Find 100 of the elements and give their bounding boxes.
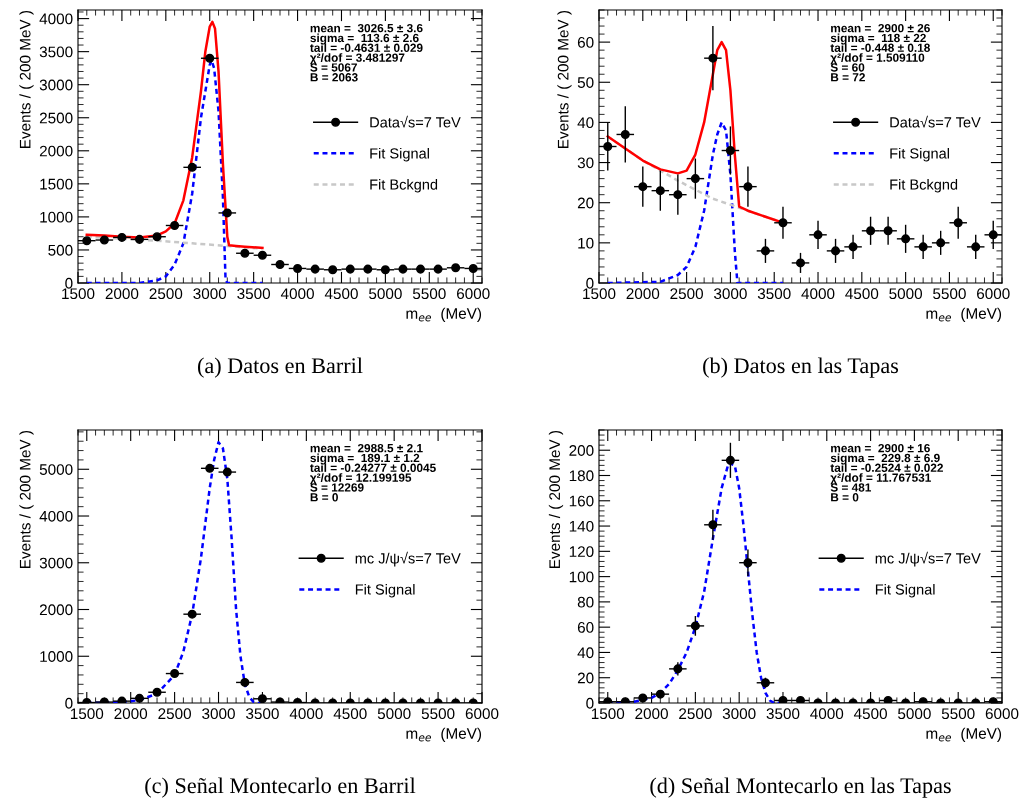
x-tick-label: 5500: [933, 288, 966, 300]
y-tick-label: 80: [577, 596, 594, 608]
x-tick-label: 4000: [801, 288, 835, 300]
annotation: mean = 2900 ± 26: [831, 23, 930, 33]
point: [795, 695, 806, 703]
y-tick-label: 0: [65, 277, 73, 289]
point: [82, 236, 92, 246]
point: [451, 263, 461, 273]
annotation: S = 60: [830, 63, 865, 72]
legend-label: Fit Signal: [355, 583, 415, 598]
point: [953, 218, 963, 228]
x-tick-label: 5000: [898, 708, 931, 720]
legend-label: Fit Signal: [875, 583, 935, 598]
x-tick-label: 5500: [421, 708, 455, 720]
point: [363, 264, 373, 274]
x-tick-label: 4000: [289, 708, 323, 720]
y-tick-label: 3000: [39, 557, 73, 569]
y-tick-label: 60: [577, 622, 594, 633]
point: [883, 695, 893, 703]
annotation: S = 481: [830, 483, 872, 492]
annotation: B = 0: [831, 493, 859, 502]
point: [310, 264, 320, 274]
annotation: B = 0: [310, 493, 338, 502]
point: [134, 693, 144, 703]
x-tick-label: 2500: [149, 288, 183, 300]
y-axis-title: Events / ( 200 MeV ): [19, 10, 34, 148]
x-tick-label: 2500: [158, 708, 192, 720]
x-tick-label: 3000: [714, 288, 747, 300]
legend-label: Fit Bckgnd: [370, 178, 438, 193]
point: [620, 129, 630, 139]
x-tick-label: 4500: [845, 288, 879, 300]
text: (a) Datos en Barril: [197, 357, 363, 378]
point: [117, 232, 127, 242]
y-tick-label: 60: [577, 36, 594, 48]
legend-label: mc J/ψ√s=7 TeV: [875, 551, 981, 567]
point: [433, 264, 443, 274]
x-tick-label: 3000: [722, 708, 756, 720]
annotation: tail = -0.448 ± 0.18: [830, 43, 930, 52]
y-tick-label: 0: [586, 277, 594, 289]
legend-label: Data√s=7 TeV: [890, 115, 981, 128]
point: [831, 246, 841, 256]
point: [345, 264, 355, 274]
text: (c) Señal Montecarlo en Barril: [145, 777, 416, 798]
annotation: S = 5067: [310, 63, 357, 72]
y-axis-title: Events / ( 200 MeV ): [548, 430, 564, 568]
y-tick-label: 140: [569, 520, 594, 532]
point: [117, 696, 127, 703]
x-tick-label: 6000: [985, 708, 1019, 720]
legend-label: mc J/ψ√s=7 TeV: [355, 551, 461, 567]
point: [468, 263, 478, 273]
point: [708, 520, 718, 530]
y-tick-label: 2000: [39, 604, 73, 616]
point: [398, 264, 408, 274]
y-tick-label: 5000: [39, 464, 73, 475]
y-tick-label: 20: [577, 197, 594, 209]
x-tick-label: 5000: [889, 288, 923, 300]
point: [240, 248, 250, 258]
line-series: [606, 121, 785, 283]
point: [778, 218, 788, 228]
y-tick-label: 100: [569, 571, 594, 583]
annotation: χ²/dof = 1.509110: [830, 53, 925, 65]
annotation: S = 12269: [310, 483, 364, 492]
x-axis-title: m$_{ee}$ (MeV): [406, 727, 482, 742]
point: [866, 226, 876, 236]
x-tick-label: 6000: [977, 288, 1010, 300]
y-tick-label: 1500: [40, 178, 73, 190]
annotation: mean = 3026.5 ± 3.6: [310, 23, 423, 33]
y-tick-label: 2500: [39, 112, 73, 124]
point: [690, 621, 700, 631]
x-tick-label: 3500: [766, 708, 800, 720]
point: [240, 677, 250, 687]
point: [655, 186, 665, 196]
point: [918, 242, 928, 252]
y-tick-label: 4000: [39, 13, 73, 25]
annotation: tail = -0.24277 ± 0.0045: [310, 463, 436, 472]
point: [988, 230, 998, 240]
x-tick-label: 2500: [679, 708, 712, 720]
x-tick-label: 3000: [193, 288, 227, 300]
y-tick-label: 20: [577, 672, 594, 684]
y-axis-title: Events / ( 200 MeV ): [19, 430, 34, 568]
text: (b) Datos en las Tapas: [703, 357, 899, 378]
y-tick-label: 0: [65, 697, 73, 709]
x-tick-label: 5000: [377, 708, 411, 720]
point: [152, 232, 162, 242]
x-tick-label: 5500: [412, 288, 446, 300]
x-tick-label: 6000: [465, 708, 499, 720]
x-axis-title: m$_{ee}$ (MeV): [926, 307, 1002, 322]
point: [222, 208, 232, 218]
point: [778, 695, 788, 703]
x-tick-label: 2500: [670, 288, 704, 300]
y-tick-label: 160: [569, 495, 594, 507]
point: [725, 146, 735, 156]
legend-label: Fit Signal: [890, 147, 949, 162]
x-tick-label: 4500: [333, 708, 367, 720]
y-tick-label: 3500: [39, 46, 73, 58]
point: [170, 220, 180, 231]
point: [760, 246, 770, 256]
point: [760, 678, 770, 688]
x-tick-label: 6000: [457, 288, 490, 300]
point: [638, 693, 648, 703]
